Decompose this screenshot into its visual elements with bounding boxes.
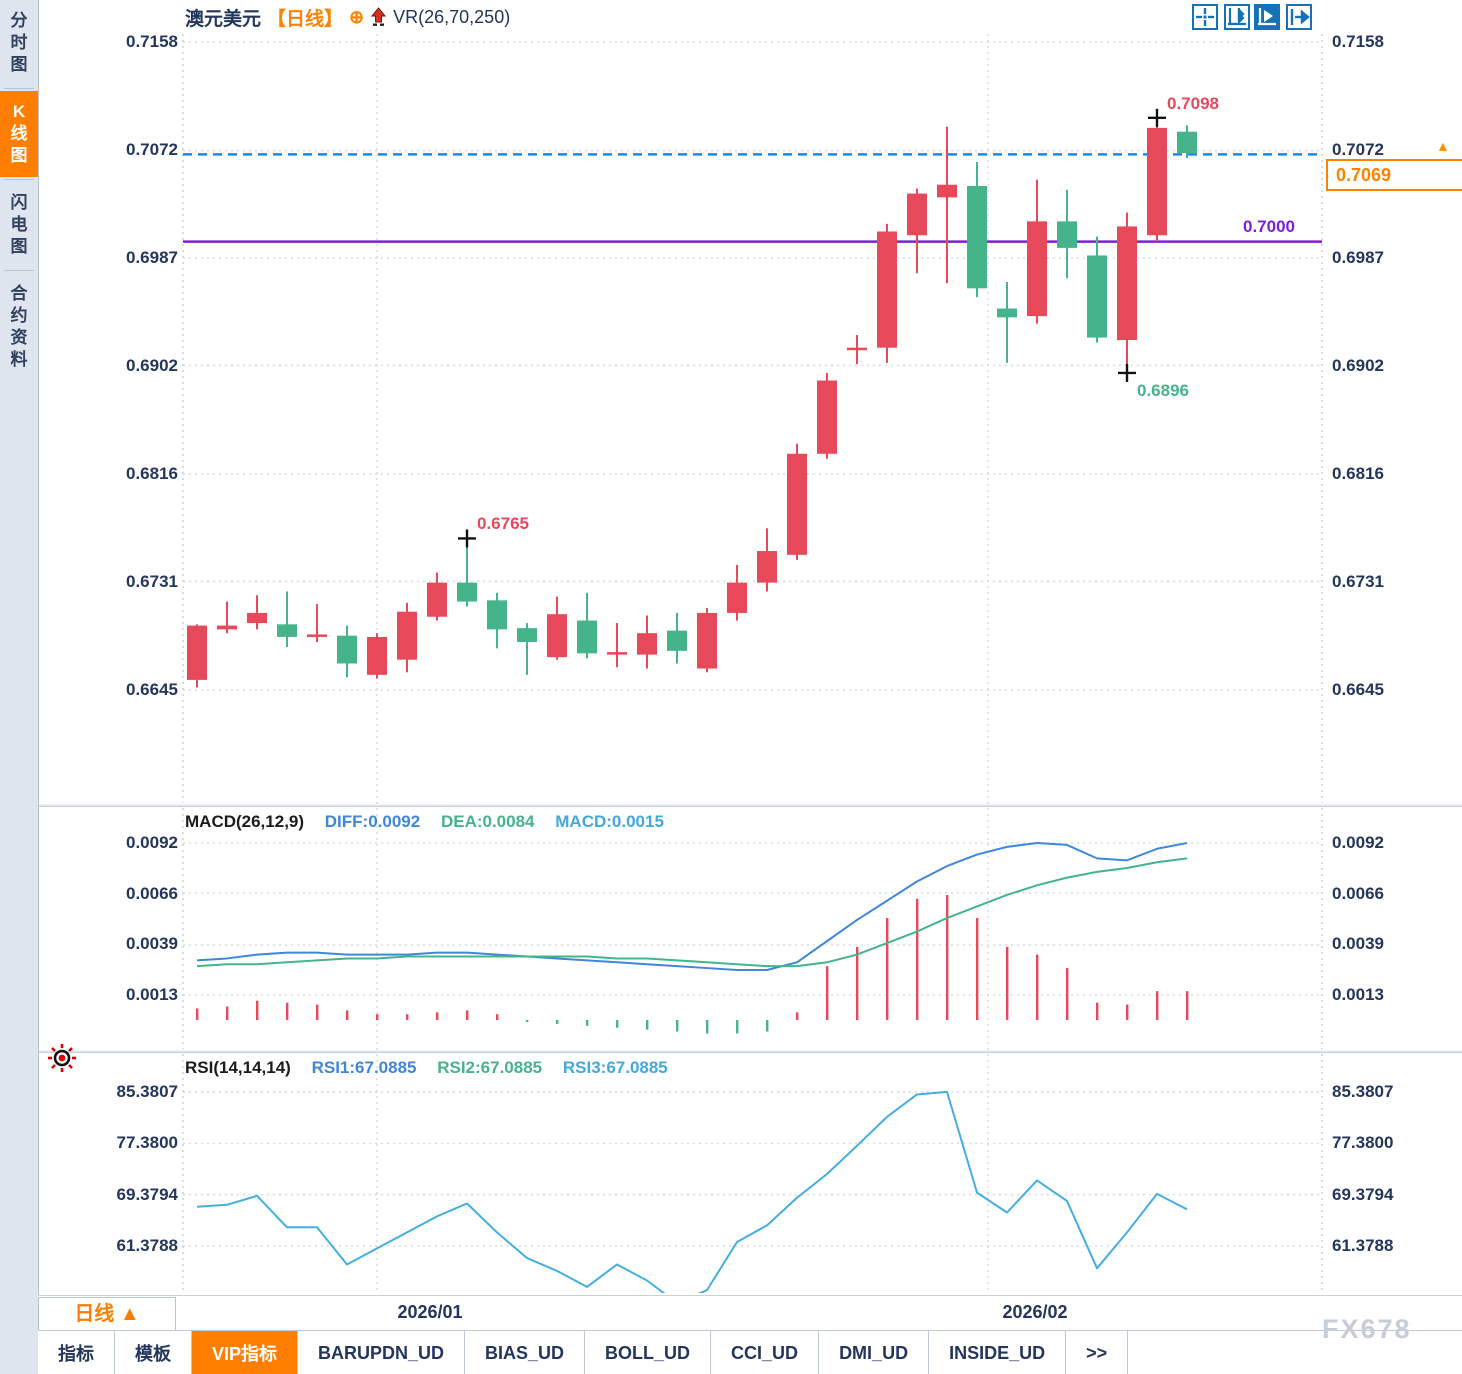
axis-label: 77.3800 (116, 1133, 178, 1153)
rsi1-value: RSI1:67.0885 (311, 1058, 417, 1077)
sidebar-item-2[interactable]: 闪电图 (10, 193, 28, 256)
axis-range-icon[interactable] (1224, 4, 1250, 30)
bottom-tab-6[interactable]: CCI_UD (711, 1331, 820, 1374)
axis-label: 0.6987 (1332, 248, 1384, 267)
bottom-tab-7[interactable]: DMI_UD (819, 1331, 930, 1374)
axis-label: 0.0066 (1332, 883, 1384, 903)
instrument-name: 澳元美元 (185, 8, 262, 30)
goto-latest-icon[interactable] (1286, 4, 1312, 30)
axis-label: 0.0013 (126, 985, 178, 1005)
axis-label: 0.6645 (126, 680, 178, 699)
axis-label: 0.6902 (1332, 356, 1384, 375)
hline-price-label: 0.7000 (1243, 217, 1295, 236)
axis-label: 0.6902 (126, 356, 178, 375)
indicator-tab-bar: 指标 模板 VIP指标 BARUPDN_UD BIAS_UD BOLL_UD CCI_UD D… (38, 1330, 1462, 1374)
axis-label: 0.7072 (126, 140, 178, 159)
swing-high-label: 0.6765 (477, 514, 529, 533)
high-label: 0.7098 (1167, 94, 1219, 113)
axis-label: 0.0039 (1332, 934, 1384, 954)
axis-label: 0.6645 (1332, 680, 1384, 699)
macd-title-row: MACD(26,12,9) DIFF:0.0092 DEA:0.0084 MAC… (185, 812, 680, 832)
axis-label: 0.0039 (126, 934, 178, 954)
axis-label: 0.6816 (126, 464, 178, 483)
axis-label: 0.0013 (1332, 985, 1384, 1005)
watermark: FX678 (1322, 1314, 1412, 1344)
date-label: 2026/01 (397, 1302, 463, 1322)
macd-diff-value: DIFF:0.0092 (324, 812, 421, 831)
axis-label: 85.3807 (1332, 1082, 1394, 1101)
axis-label: 0.0092 (126, 833, 178, 852)
chart-header: 澳元美元 【日线】 ⊕ VR(26,70,250) (185, 4, 510, 30)
sidebar-item-3[interactable]: 合约资料 (10, 284, 28, 369)
period-tag: 【日线】 (267, 8, 344, 30)
bottom-tab-3[interactable]: BARUPDN_UD (298, 1331, 466, 1374)
current-price-box: 0.7069 (1326, 159, 1462, 191)
axis-label: 69.3794 (116, 1184, 178, 1204)
price-up-marker: ▲ (1436, 138, 1450, 154)
axis-label: 85.3807 (116, 1082, 178, 1101)
auto-scale-icon[interactable] (1254, 4, 1280, 30)
axis-label: 0.0092 (1332, 833, 1384, 852)
axis-label: 61.3788 (1332, 1235, 1394, 1255)
low-label: 0.6896 (1137, 381, 1189, 400)
bottom-tab-4[interactable]: BIAS_UD (465, 1331, 586, 1374)
rsi3-value: RSI3:67.0885 (562, 1058, 668, 1077)
axis-label: 77.3800 (1332, 1133, 1394, 1153)
macd-dea-value: DEA:0.0084 (440, 812, 535, 831)
sidebar-item-0[interactable]: 分时图 (10, 11, 28, 74)
period-selector[interactable]: 日线 ▲ (38, 1297, 176, 1331)
bottom-tab-9[interactable]: >> (1066, 1331, 1129, 1374)
bottom-tab-1[interactable]: 模板 (115, 1331, 192, 1374)
axis-label: 0.6731 (126, 572, 178, 591)
macd-hist-value: MACD:0.0015 (555, 812, 664, 831)
pan-crosshair-icon[interactable] (1192, 4, 1218, 30)
rsi2-value: RSI2:67.0885 (437, 1058, 543, 1077)
bottom-tab-8[interactable]: INSIDE_UD (929, 1331, 1067, 1374)
time-axis: 日线 ▲ 2026/01 2026/02 (38, 1295, 1462, 1331)
axis-label: 0.7072 (1332, 140, 1384, 159)
axis-label: 0.6731 (1332, 572, 1384, 591)
axis-label: 69.3794 (1332, 1184, 1394, 1204)
date-label: 2026/02 (1002, 1302, 1068, 1322)
bottom-tab-2[interactable]: VIP指标 (192, 1331, 299, 1374)
target-circle-icon[interactable]: ⊕ (349, 6, 365, 27)
rsi-title: RSI(14,14,14) (185, 1058, 291, 1077)
axis-label: 0.7158 (1332, 32, 1384, 51)
alert-sun-icon[interactable] (46, 1042, 78, 1074)
axis-label: 61.3788 (116, 1235, 178, 1255)
axis-label: 0.0066 (126, 883, 178, 903)
macd-title: MACD(26,12,9) (185, 812, 305, 831)
indicator-name: VR(26,70,250) (393, 6, 511, 27)
rsi-title-row: RSI(14,14,14) RSI1:67.0885 RSI2:67.0885 … (185, 1058, 684, 1078)
bottom-tab-0[interactable]: 指标 (38, 1331, 115, 1374)
axis-label: 0.6987 (126, 248, 178, 267)
axis-label: 0.7158 (126, 32, 178, 51)
bottom-tab-5[interactable]: BOLL_UD (585, 1331, 712, 1374)
axis-label: 0.6816 (1332, 464, 1384, 483)
up-arrow-icon (370, 7, 387, 27)
